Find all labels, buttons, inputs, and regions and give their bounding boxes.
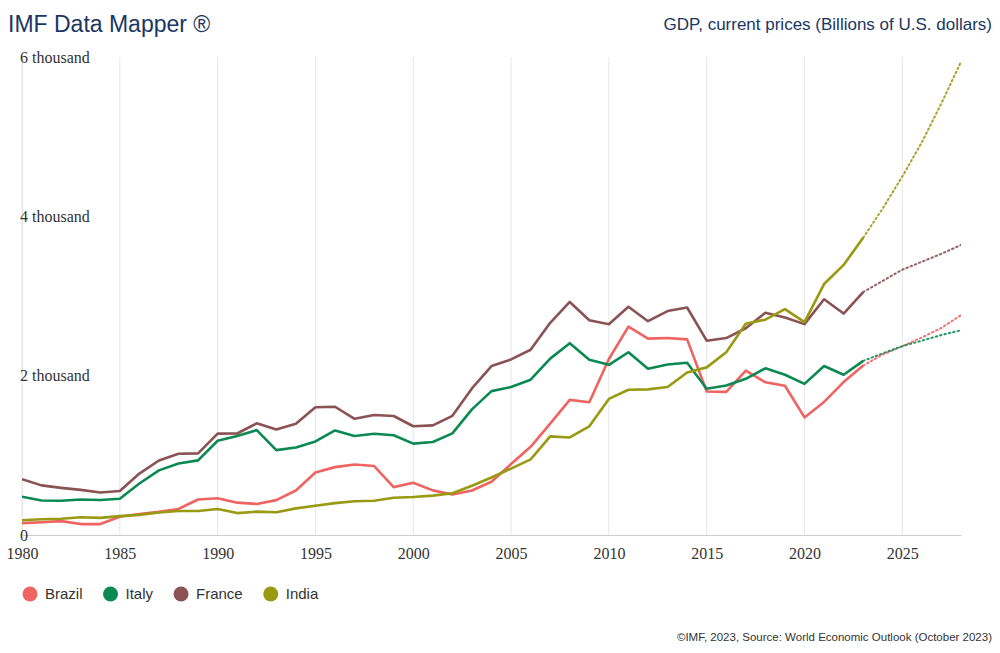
grid-line-x — [22, 57, 23, 535]
y-axis-line — [22, 58, 23, 536]
x-tick-label: 1980 — [7, 545, 39, 562]
y-tick: 4 thousand — [20, 208, 90, 225]
x-tick-label: 2010 — [593, 545, 625, 562]
x-tick: 2010 — [593, 535, 625, 562]
legend-item: France — [174, 585, 243, 602]
x-tick-label: 2025 — [887, 545, 919, 562]
grid-line-x — [217, 57, 218, 535]
x-tick-label: 2000 — [398, 545, 430, 562]
plot-area — [22, 62, 961, 524]
grid-line-x — [706, 57, 707, 535]
legend: Brazil Italy France India — [23, 585, 319, 602]
grid-line-x — [315, 57, 316, 535]
series-projection-line — [863, 315, 961, 365]
grid-line-x — [608, 57, 609, 535]
grid-line-x — [902, 57, 903, 535]
y-tick-label: 6 thousand — [20, 49, 90, 66]
x-tick-label: 2020 — [789, 545, 821, 562]
x-tick: 1985 — [104, 535, 136, 562]
x-tick: 2005 — [496, 535, 528, 562]
x-tick: 1990 — [202, 535, 234, 562]
grid-line-x — [413, 57, 414, 535]
series-projection-line — [863, 330, 961, 361]
title: IMF Data Mapper ® — [8, 11, 210, 37]
series-line — [22, 292, 863, 493]
chart: IMF Data Mapper ® GDP, current prices (Bi… — [0, 0, 1000, 653]
y-axis: 0 2 thousand 4 thousand 6 thousand — [20, 49, 90, 544]
legend-swatch — [103, 587, 118, 602]
legend-swatch — [174, 587, 189, 602]
x-tick: 2015 — [691, 535, 723, 562]
legend-swatch — [263, 587, 278, 602]
series-projection-line — [863, 62, 961, 238]
x-tick: 2020 — [789, 535, 821, 562]
x-tick: 2025 — [887, 535, 919, 562]
y-tick-label: 0 — [20, 527, 28, 544]
grid-line-x — [804, 57, 805, 535]
legend-label: Brazil — [45, 585, 83, 602]
x-tick-label: 1985 — [104, 545, 136, 562]
grid-line-x — [119, 57, 120, 535]
x-tick: 2000 — [398, 535, 430, 562]
legend-item: Brazil — [23, 585, 83, 602]
y-tick: 0 — [20, 527, 28, 544]
grid — [22, 57, 902, 535]
legend-label: India — [286, 585, 319, 602]
legend-swatch — [23, 587, 38, 602]
legend-label: Italy — [126, 585, 154, 602]
y-tick-label: 2 thousand — [20, 367, 90, 384]
series-projection-line — [863, 245, 961, 292]
subtitle: GDP, current prices (Billions of U.S. do… — [664, 15, 992, 34]
x-axis-line — [23, 535, 962, 536]
x-axis: 1980 1985 1990 1995 2000 2005 2010 2015 2020 2025 — [7, 535, 962, 562]
x-tick-label: 2005 — [496, 545, 528, 562]
legend-label: France — [196, 585, 243, 602]
y-tick: 2 thousand — [20, 367, 90, 384]
x-tick-label: 1995 — [300, 545, 332, 562]
legend-item: India — [263, 585, 319, 602]
caption: ©IMF, 2023, Source: World Economic Outlo… — [677, 631, 992, 643]
x-tick-label: 2015 — [691, 545, 723, 562]
series-line — [22, 238, 863, 520]
y-tick-label: 4 thousand — [20, 208, 90, 225]
y-tick: 6 thousand — [20, 49, 90, 66]
x-tick: 1995 — [300, 535, 332, 562]
x-tick-label: 1990 — [202, 545, 234, 562]
legend-item: Italy — [103, 585, 154, 602]
